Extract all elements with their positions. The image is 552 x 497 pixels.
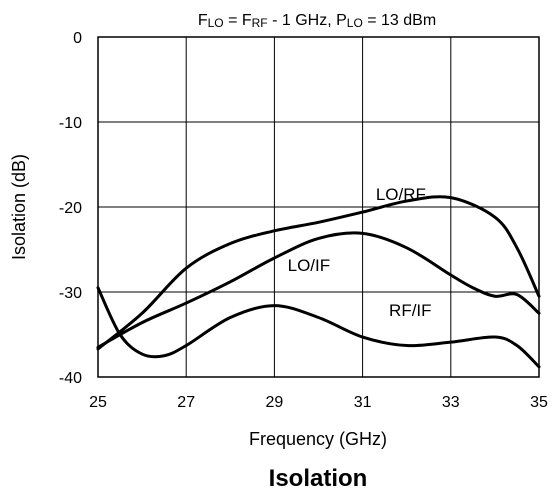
x-tick-label: 31 xyxy=(354,394,372,411)
series-labels: LO/RF LO/IF RF/IF xyxy=(288,185,432,320)
x-tick-label: 33 xyxy=(442,394,460,411)
grid xyxy=(98,37,539,377)
series-line-lo-rf xyxy=(96,195,541,351)
x-tick-label: 25 xyxy=(89,394,107,411)
x-tick-label: 29 xyxy=(266,394,284,411)
chart-title: Isolation xyxy=(269,465,368,492)
y-tick-label: -20 xyxy=(59,200,82,217)
y-tick-label: -40 xyxy=(59,370,82,387)
y-tick-label: -30 xyxy=(59,285,82,302)
y-tick-label: -10 xyxy=(59,115,82,132)
series-line-lo-if xyxy=(96,231,541,349)
plot-frame xyxy=(97,36,540,378)
x-tick-label: 27 xyxy=(177,394,195,411)
y-axis-label: Isolation (dB) xyxy=(9,154,29,260)
tick-labels: 25 27 29 31 33 35 0 -10 -20 -30 -40 xyxy=(59,30,548,411)
x-tick-label: 35 xyxy=(530,394,548,411)
series-label-lo-if: LO/IF xyxy=(288,256,331,275)
series-label-rf-if: RF/IF xyxy=(389,301,432,320)
series-label-lo-rf: LO/RF xyxy=(376,185,426,204)
series-lines xyxy=(96,195,541,369)
series-line-rf-if xyxy=(96,286,541,369)
chart-subtitle: FLO = FRF - 1 GHz, PLO = 13 dBm xyxy=(198,12,436,30)
x-axis-label: Frequency (GHz) xyxy=(249,429,387,449)
y-tick-label: 0 xyxy=(73,30,82,47)
